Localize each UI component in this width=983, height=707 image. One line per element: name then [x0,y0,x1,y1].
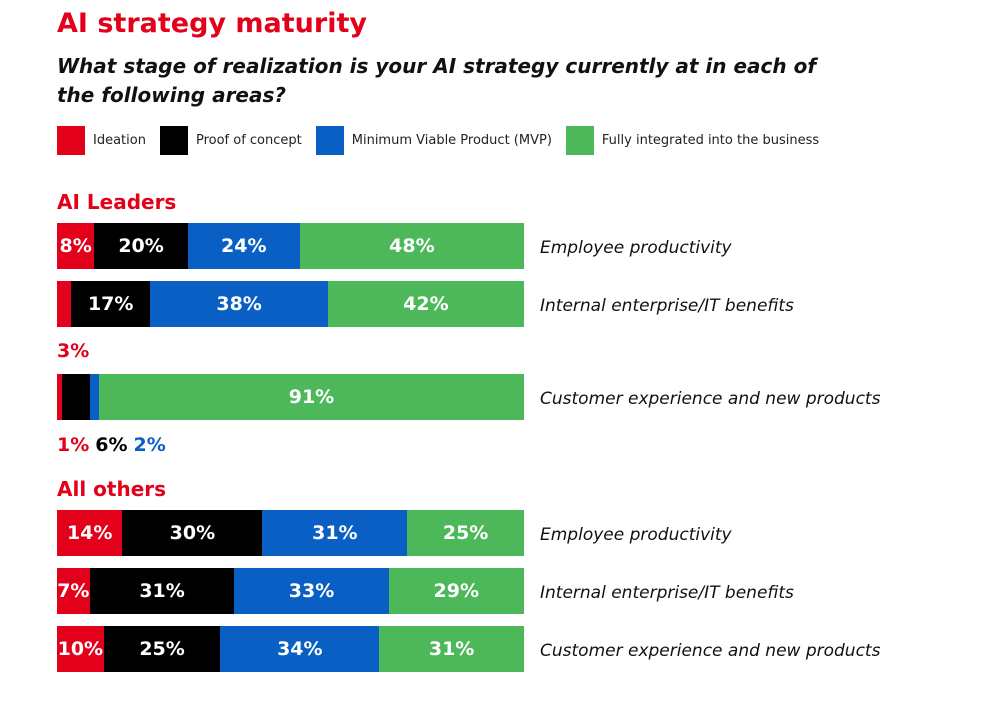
data-label: 29% [433,580,480,602]
legend-item-ideation: Ideation [57,126,146,155]
data-label: 25% [442,522,489,544]
bar-segment-proof-of-concept: 31% [89,568,235,614]
row-label-others-employee-productivity: Employee productivity [540,525,732,545]
data-label: 10% [57,638,104,660]
group-title-ai-leaders: AI Leaders [57,190,177,214]
bar-segment-proof-of-concept [61,374,90,420]
legend-swatch-ideation [57,126,85,155]
data-label: 31% [139,580,185,602]
outside-label-cx-mvp: 2% [133,434,166,456]
bar-segment-fully-integrated: 91% [99,374,524,420]
group-title-all-others: All others [57,477,167,501]
legend-swatch-fully-integrated [565,126,594,155]
data-label: 42% [403,293,449,315]
row-label-leaders-internal-it: Internal enterprise/IT benefits [540,296,794,316]
bar-segment-ideation [57,281,71,327]
legend-label-ideation: Ideation [93,133,146,148]
row-label-others-internal-it: Internal enterprise/IT benefits [540,583,794,603]
data-label: 34% [277,638,323,660]
legend-item-fully-integrated: Fully integrated into the business [565,126,820,155]
legend-swatch-proof-of-concept [159,126,188,155]
data-label: 91% [288,386,335,408]
legend-label-proof-of-concept: Proof of concept [195,133,302,148]
row-label-leaders-customer-experience: Customer experience and new products [540,389,881,409]
legend: Ideation Proof of concept Minimum Viable… [57,126,833,155]
bar-segment-fully-integrated: 25% [407,510,524,556]
legend-item-proof-of-concept: Proof of concept [159,126,302,155]
outside-label-cx-ideation: 1% [57,434,90,456]
bar-leaders-customer-experience: 91% [57,374,524,420]
outside-label-leaders-cx-ideation: 3% [57,340,90,362]
bar-segment-ideation [57,374,62,420]
bar-segment-proof-of-concept: 30% [122,510,263,556]
data-label: 8% [59,235,92,257]
data-label: 25% [139,638,185,660]
bar-segment-ideation: 7% [57,568,90,614]
legend-item-mvp: Minimum Viable Product (MVP) [315,126,552,155]
bar-segment-proof-of-concept: 17% [71,281,151,327]
bar-segment-fully-integrated: 42% [327,281,524,327]
bar-leaders-employee-productivity: 8% 20% 24% 48% [57,223,524,269]
data-label: 31% [428,638,475,660]
data-label: 20% [118,235,164,257]
bar-leaders-internal-it: 17% 38% 42% [57,281,524,327]
bar-others-customer-experience: 10% 25% 34% 31% [57,626,524,672]
bar-others-internal-it: 7% 31% 33% 29% [57,568,524,614]
bar-segment-mvp: 31% [262,510,408,556]
legend-label-fully-integrated: Fully integrated into the business [601,133,820,148]
data-label: 24% [221,235,267,257]
bar-others-employee-productivity: 14% 30% 31% 25% [57,510,524,556]
data-label: 33% [288,580,335,602]
data-label: 30% [169,522,216,544]
legend-swatch-mvp [315,126,344,155]
outside-label-cx-poc: 6% [95,434,128,456]
bar-segment-proof-of-concept: 20% [94,223,188,269]
data-label: 31% [312,522,358,544]
row-label-others-customer-experience: Customer experience and new products [540,641,881,661]
legend-label-mvp: Minimum Viable Product (MVP) [351,133,552,148]
bar-segment-mvp: 38% [150,281,328,327]
bar-segment-ideation: 8% [57,223,95,269]
bar-segment-ideation: 10% [57,626,104,672]
bar-segment-fully-integrated: 31% [379,626,524,672]
bar-segment-fully-integrated: 48% [299,223,524,269]
bar-segment-ideation: 14% [57,510,123,556]
bar-segment-mvp: 34% [220,626,380,672]
chart-title: AI strategy maturity [57,8,367,39]
bar-segment-proof-of-concept: 25% [103,626,221,672]
outside-labels-leaders-cx: 1% 6% 2% [57,434,166,456]
bar-segment-mvp [89,374,99,420]
data-label: 17% [87,293,134,315]
bar-segment-mvp: 33% [234,568,389,614]
data-label: 38% [216,293,262,315]
row-label-leaders-employee-productivity: Employee productivity [540,238,732,258]
chart-subtitle: What stage of realization is your AI str… [57,54,817,107]
bar-segment-mvp: 24% [187,223,300,269]
data-label: 48% [389,235,435,257]
data-label: 7% [57,580,90,602]
data-label: 14% [66,522,113,544]
bar-segment-fully-integrated: 29% [388,568,524,614]
